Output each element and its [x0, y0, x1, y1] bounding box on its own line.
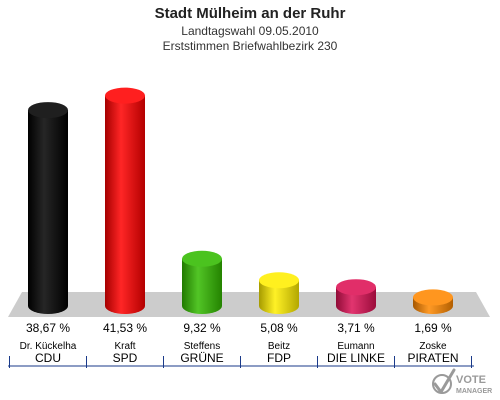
bar-body: [105, 95, 145, 315]
bar-die-linke: [336, 279, 376, 314]
checkmark-icon: [432, 368, 456, 394]
logo-text-vote: VOTE: [456, 374, 486, 386]
bar-spd: [105, 87, 145, 315]
party-label: FDP: [267, 351, 291, 365]
party-label: CDU: [35, 351, 61, 365]
value-label: 9,32 %: [183, 321, 221, 335]
value-label: 1,69 %: [414, 321, 452, 335]
party-label: DIE LINKE: [327, 351, 385, 365]
candidate-label: Zoske: [419, 341, 447, 352]
logo-text-manager: MANAGER: [456, 388, 492, 395]
value-label: 3,71 %: [337, 321, 375, 335]
bar-body: [259, 280, 299, 314]
bar-fdp: [259, 272, 299, 314]
chart-subtitle-district: Erststimmen Briefwahlbezirk 230: [162, 39, 338, 53]
chart-header: Stadt Mülheim an der Ruhr Landtagswahl 0…: [0, 0, 500, 53]
candidate-label: Steffens: [184, 341, 221, 352]
bar-top: [105, 87, 145, 104]
bar-body: [28, 110, 68, 315]
value-label: 5,08 %: [260, 321, 298, 335]
candidate-label: Eumann: [337, 341, 374, 352]
value-label: 38,67 %: [26, 321, 70, 335]
party-label: PIRATEN: [407, 351, 458, 365]
bar-top: [413, 289, 453, 306]
bar-cdu: [28, 102, 68, 315]
bar-top: [336, 279, 376, 296]
bar-top: [182, 250, 222, 267]
bar-top: [28, 102, 68, 119]
bar-top: [259, 272, 299, 289]
bar-piraten: [413, 289, 453, 314]
candidate-label: Dr. Kückelha: [20, 341, 77, 352]
bar-gr-ne: [182, 250, 222, 314]
value-label: 41,53 %: [103, 321, 147, 335]
candidate-label: Beitz: [268, 341, 290, 352]
candidate-label: Kraft: [114, 341, 135, 352]
chart-subtitle-election: Landtagswahl 09.05.2010: [181, 24, 319, 38]
bar-body: [182, 258, 222, 314]
chart-title: Stadt Mülheim an der Ruhr: [154, 5, 346, 22]
vote-manager-logo: VOTE MANAGER: [432, 368, 492, 395]
party-label: SPD: [113, 351, 138, 365]
party-label: GRÜNE: [180, 351, 223, 365]
